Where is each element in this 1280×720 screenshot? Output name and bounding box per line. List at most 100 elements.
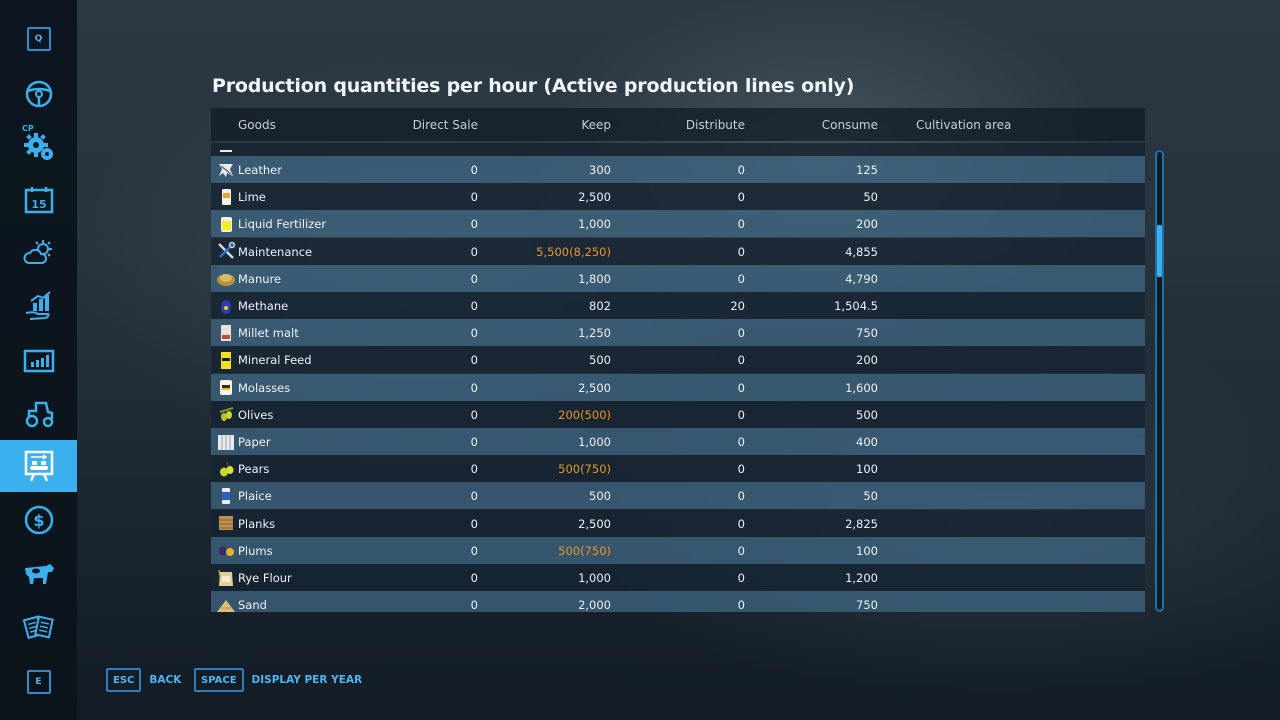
direct-sale-value: 0 (470, 516, 478, 531)
scrollbar-track[interactable] (1155, 150, 1164, 612)
table-row[interactable]: Millet malt 0 1,250 0 750 (211, 319, 1145, 347)
consume-value: 2,825 (845, 516, 878, 531)
back-label: BACK (149, 674, 182, 686)
sidebar-item-production[interactable] (0, 440, 77, 492)
liquid-fertilizer-icon (215, 213, 236, 234)
sidebar-item-statistics[interactable] (0, 335, 77, 387)
steering-wheel-icon (25, 80, 52, 108)
back-button[interactable]: ESC BACK (106, 668, 181, 692)
sidebar-item-animals[interactable] (0, 547, 77, 599)
cp-label: CP (22, 124, 34, 133)
consume-value: 400 (856, 435, 878, 449)
direct-sale-value: 0 (470, 217, 478, 232)
keep-value: 200(500) (558, 407, 611, 422)
distribute-value: 0 (737, 571, 745, 585)
direct-sale-value: 0 (470, 190, 478, 205)
direct-sale-value: 0 (470, 163, 478, 177)
sidebar-item-courseplay[interactable] (0, 121, 77, 173)
pears-icon (215, 458, 236, 479)
display-per-year-button[interactable]: SPACE DISPLAY PER YEAR (194, 668, 362, 692)
tractor-icon (25, 401, 53, 428)
sidebar-item-finances-growth[interactable] (0, 280, 77, 332)
svg-text:$: $ (33, 511, 44, 530)
keep-value: 2,500 (578, 380, 611, 395)
column-header-keep: Keep (581, 118, 611, 132)
table-row[interactable]: Leather 0 300 0 125 (211, 156, 1145, 183)
distribute-value: 0 (737, 598, 745, 612)
table-row[interactable]: Manure 0 1,800 0 4,790 (211, 264, 1145, 292)
table-row[interactable]: Molasses 0 2,500 0 1,600 (211, 373, 1145, 401)
table-row[interactable]: Mineral Feed 0 500 0 200 (211, 346, 1145, 374)
direct-sale-value: 0 (470, 462, 478, 477)
keep-value: 5,500(8,250) (536, 244, 611, 259)
keep-value: 1,000 (578, 217, 611, 232)
goods-name: Lime (238, 190, 266, 205)
goods-name: Millet malt (238, 326, 299, 341)
sidebar-item-finances[interactable]: $ (0, 494, 77, 546)
table-row[interactable]: Lime 0 2,500 0 50 (211, 183, 1145, 211)
consume-value: 1,200 (845, 571, 878, 585)
sidebar-item-weather[interactable] (0, 227, 77, 279)
manure-icon (215, 268, 236, 289)
sidebar-item-contracts[interactable] (0, 601, 77, 653)
key-q-hint: Q (26, 27, 51, 51)
table-row[interactable]: Planks 0 2,500 0 2,825 (211, 509, 1145, 537)
distribute-value: 20 (730, 299, 745, 313)
table-row[interactable]: Plaice 0 500 0 50 (211, 482, 1145, 510)
planks-icon (215, 513, 236, 534)
contracts-icon (22, 615, 54, 639)
column-header-cultivation-area: Cultivation area (916, 118, 1012, 132)
table-row[interactable]: Plums 0 500(750) 0 100 (211, 536, 1145, 564)
consume-value: 4,855 (845, 244, 878, 259)
sidebar-key-q[interactable]: Q (0, 13, 77, 65)
space-key-hint: SPACE (194, 668, 244, 692)
distribute-value: 0 (737, 244, 745, 259)
production-chain-icon (24, 450, 53, 482)
keep-value: 500(750) (558, 462, 611, 477)
distribute-value: 0 (737, 543, 745, 558)
table-row[interactable]: Olives 0 200(500) 0 500 (211, 400, 1145, 428)
keep-value: 2,000 (578, 598, 611, 612)
table-row[interactable]: Rye Flour 0 1,000 0 1,200 (211, 564, 1145, 591)
direct-sale-value: 0 (470, 380, 478, 395)
goods-name: Pears (238, 462, 270, 477)
consume-value: 1,600 (845, 380, 878, 395)
table-row[interactable]: Liquid Fertilizer 0 1,000 0 200 (211, 210, 1145, 238)
keep-value: 1,250 (578, 326, 611, 341)
consume-value: 50 (863, 190, 878, 205)
scrollbar-thumb[interactable] (1157, 225, 1162, 277)
keep-value: 500 (589, 489, 611, 504)
table-row[interactable]: Maintenance 0 5,500(8,250) 0 4,855 (211, 237, 1145, 265)
paper-icon (215, 431, 236, 452)
cow-icon (24, 564, 54, 584)
table-row[interactable]: Pears 0 500(750) 0 100 (211, 455, 1145, 483)
statistics-icon (23, 349, 54, 373)
direct-sale-value: 0 (470, 353, 478, 368)
sidebar-item-vehicles[interactable] (0, 68, 77, 120)
table-row[interactable]: Paper 0 1,000 0 400 (211, 428, 1145, 455)
consume-value: 4,790 (845, 271, 878, 286)
goods-name: Mineral Feed (238, 353, 312, 368)
column-header-consume: Consume (821, 118, 878, 132)
table-row[interactable]: Sand 0 2,000 0 750 (211, 591, 1145, 612)
esc-key-hint: ESC (106, 668, 142, 692)
goods-table[interactable]: Leather 0 300 0 125 Lime 0 2,500 0 50 Liquid Ferti… (211, 143, 1145, 612)
consume-value: 200 (856, 353, 878, 368)
distribute-value: 0 (737, 353, 745, 368)
sidebar-item-calendar[interactable]: 15 (0, 174, 77, 226)
maintenance-icon (215, 241, 236, 262)
finance-growth-icon (25, 291, 51, 320)
keep-value: 1,000 (578, 435, 611, 449)
sidebar-item-vehicles-tractor[interactable] (0, 388, 77, 440)
consume-value: 750 (856, 326, 878, 341)
table-row[interactable]: Methane 0 802 20 1,504.5 (211, 292, 1145, 319)
direct-sale-value: 0 (470, 407, 478, 422)
direct-sale-value: 0 (470, 543, 478, 558)
goods-name: Plaice (238, 489, 272, 504)
sidebar-key-e[interactable]: E (0, 656, 77, 708)
table-header: Goods Direct Sale Keep Distribute Consum… (211, 108, 1145, 141)
leather-icon (215, 159, 236, 180)
goods-name: Molasses (238, 380, 291, 395)
methane-icon (215, 295, 236, 316)
keep-value: 2,500 (578, 190, 611, 205)
